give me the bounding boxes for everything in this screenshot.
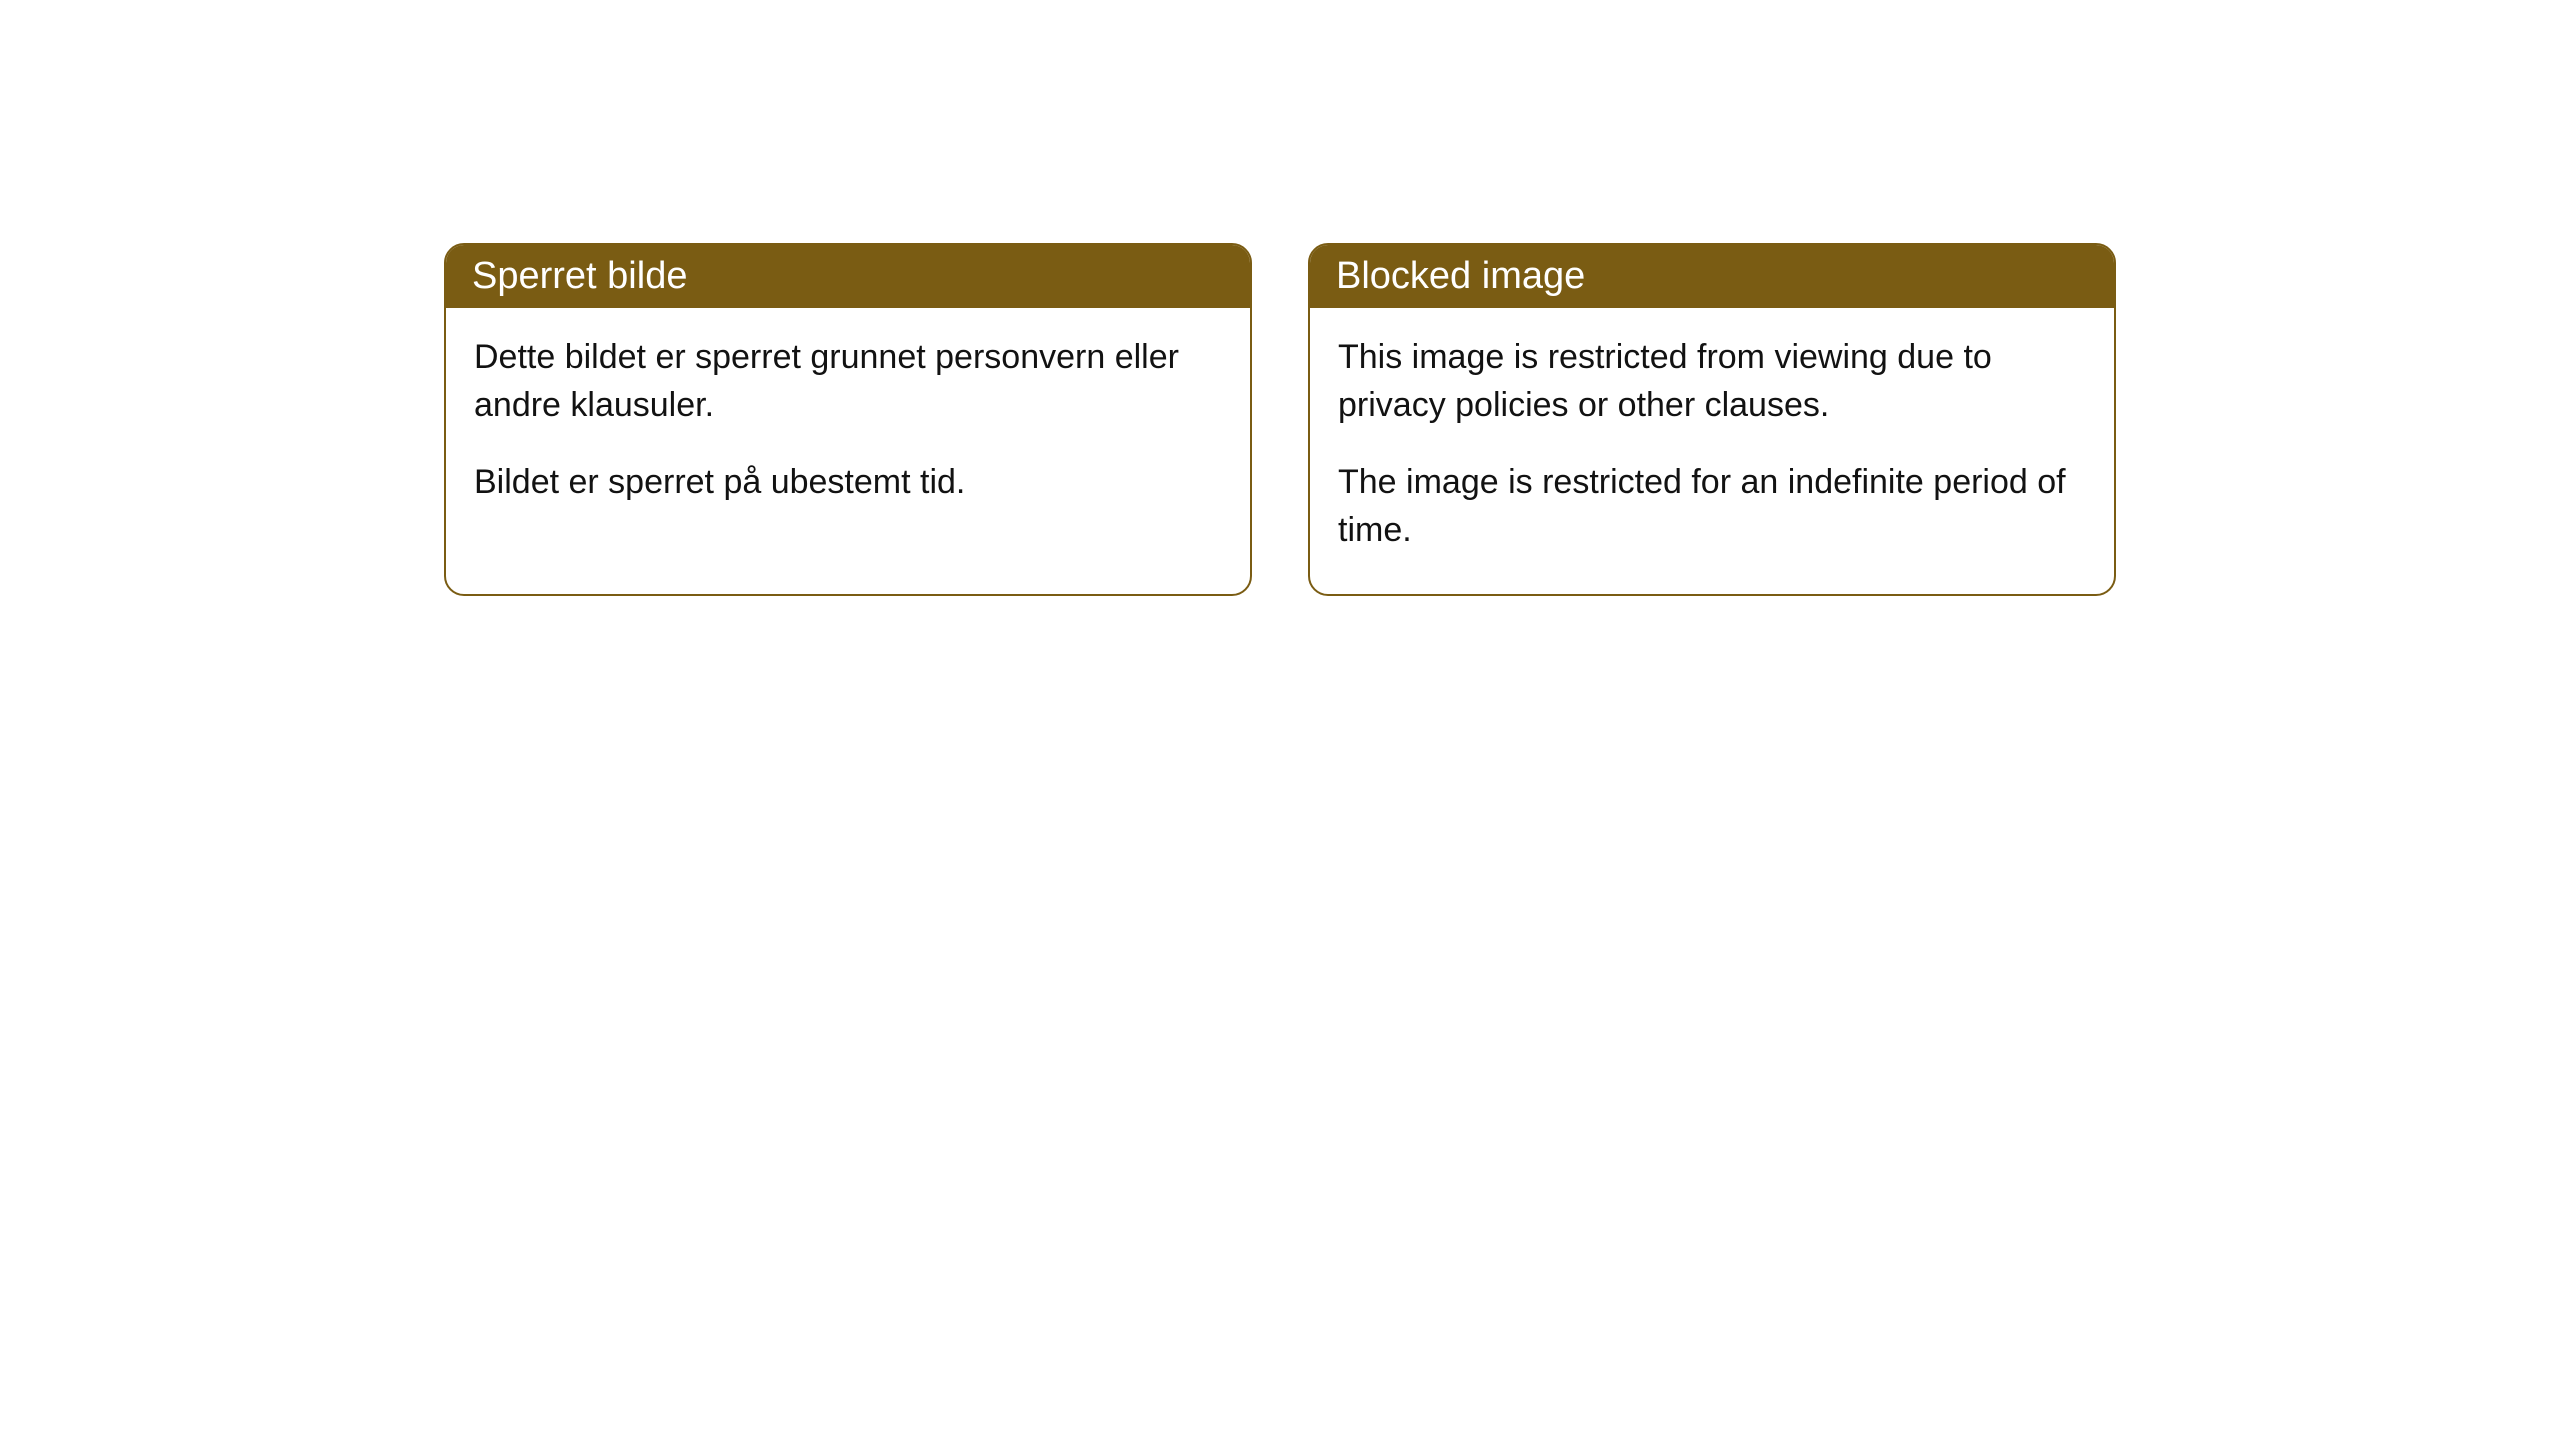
card-paragraph-1-english: This image is restricted from viewing du… <box>1338 334 2086 429</box>
card-title-english: Blocked image <box>1336 255 1585 297</box>
blocked-image-card-english: Blocked image This image is restricted f… <box>1308 243 2116 596</box>
card-paragraph-1-norwegian: Dette bildet er sperret grunnet personve… <box>474 334 1222 429</box>
card-header-english: Blocked image <box>1310 245 2114 308</box>
card-body-english: This image is restricted from viewing du… <box>1310 308 2114 594</box>
card-paragraph-2-norwegian: Bildet er sperret på ubestemt tid. <box>474 459 1222 507</box>
card-header-norwegian: Sperret bilde <box>446 245 1250 308</box>
card-title-norwegian: Sperret bilde <box>472 255 687 297</box>
card-body-norwegian: Dette bildet er sperret grunnet personve… <box>446 308 1250 547</box>
blocked-image-card-norwegian: Sperret bilde Dette bildet er sperret gr… <box>444 243 1252 596</box>
info-cards-container: Sperret bilde Dette bildet er sperret gr… <box>0 243 2560 596</box>
card-paragraph-2-english: The image is restricted for an indefinit… <box>1338 459 2086 554</box>
